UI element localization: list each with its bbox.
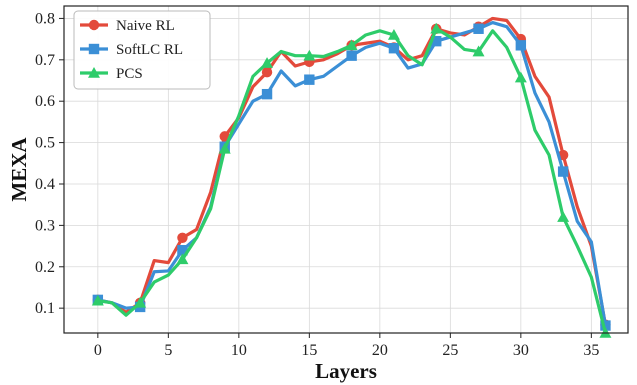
y-tick-label: 0.1 [35, 300, 55, 317]
series-pcs [91, 22, 612, 338]
legend-label: Naive RL [116, 18, 175, 34]
legend-label: SoftLC RL [116, 42, 183, 58]
data-point [515, 40, 527, 51]
data-point [177, 232, 188, 243]
x-tick-label: 35 [583, 342, 599, 359]
data-point [218, 142, 231, 154]
data-point [431, 35, 442, 47]
data-point [91, 294, 104, 306]
y-tick-label: 0.7 [35, 52, 55, 69]
x-tick-label: 5 [164, 342, 172, 359]
x-tick-label: 10 [231, 342, 247, 359]
data-point [472, 45, 485, 57]
data-point [514, 71, 527, 83]
x-tick-label: 0 [94, 342, 102, 359]
legend-marker [88, 43, 100, 55]
data-point [261, 57, 274, 68]
data-point [176, 253, 189, 265]
y-tick-label: 0.6 [35, 93, 55, 110]
x-tick-label: 30 [513, 342, 529, 359]
data-point [388, 43, 400, 54]
data-point [473, 23, 484, 34]
series-layer [91, 16, 612, 338]
legend-label: PCS [116, 66, 143, 82]
data-point [345, 39, 358, 51]
data-point [261, 88, 273, 100]
data-point [600, 320, 611, 331]
data-point [134, 296, 147, 308]
data-point [346, 50, 357, 61]
plot-frame [63, 5, 629, 334]
legend-marker [88, 19, 100, 31]
x-tick-label: 25 [442, 342, 458, 359]
legend-box [73, 10, 211, 90]
data-point [387, 28, 400, 40]
legend: Naive RL SoftLC RL PCS [73, 10, 211, 90]
x-axis-title: Layers [315, 359, 377, 383]
y-tick-label: 0.4 [35, 176, 55, 193]
y-tick-label: 0.3 [35, 217, 55, 234]
axis-ticks: 0 5 10 15 20 25 30 35 0.1 0.2 0.3 0.4 0.5 0.6 0.7 0.8 [35, 10, 599, 359]
x-tick-label: 15 [301, 342, 317, 359]
data-point [430, 22, 443, 34]
data-point [304, 74, 315, 85]
grid-lines [64, 6, 628, 333]
y-tick-label: 0.2 [35, 259, 55, 276]
data-point [177, 245, 188, 256]
data-point [557, 211, 570, 222]
y-tick-label: 0.8 [35, 10, 55, 27]
data-point [261, 67, 273, 78]
y-axis-title: MEXA [7, 137, 31, 202]
legend-marker [88, 67, 100, 78]
data-point [557, 166, 569, 177]
y-tick-label: 0.5 [35, 135, 55, 152]
x-tick-label: 20 [372, 342, 388, 359]
data-point [303, 49, 316, 61]
